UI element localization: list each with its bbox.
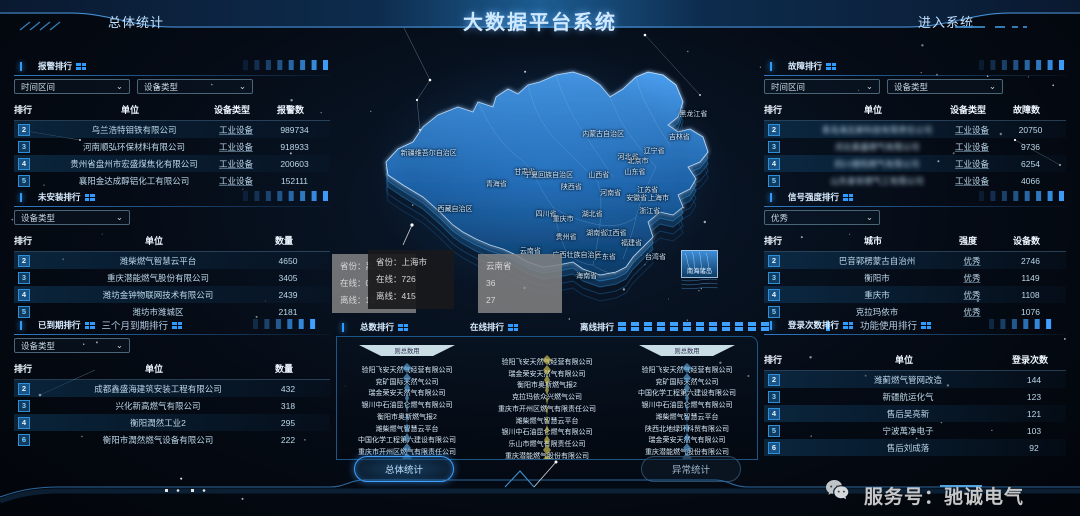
svg-text:南海诸岛: 南海诸岛	[687, 266, 712, 275]
svg-text:则总数用: 则总数用	[394, 346, 419, 355]
svg-text:则总数用: 则总数用	[674, 346, 699, 355]
